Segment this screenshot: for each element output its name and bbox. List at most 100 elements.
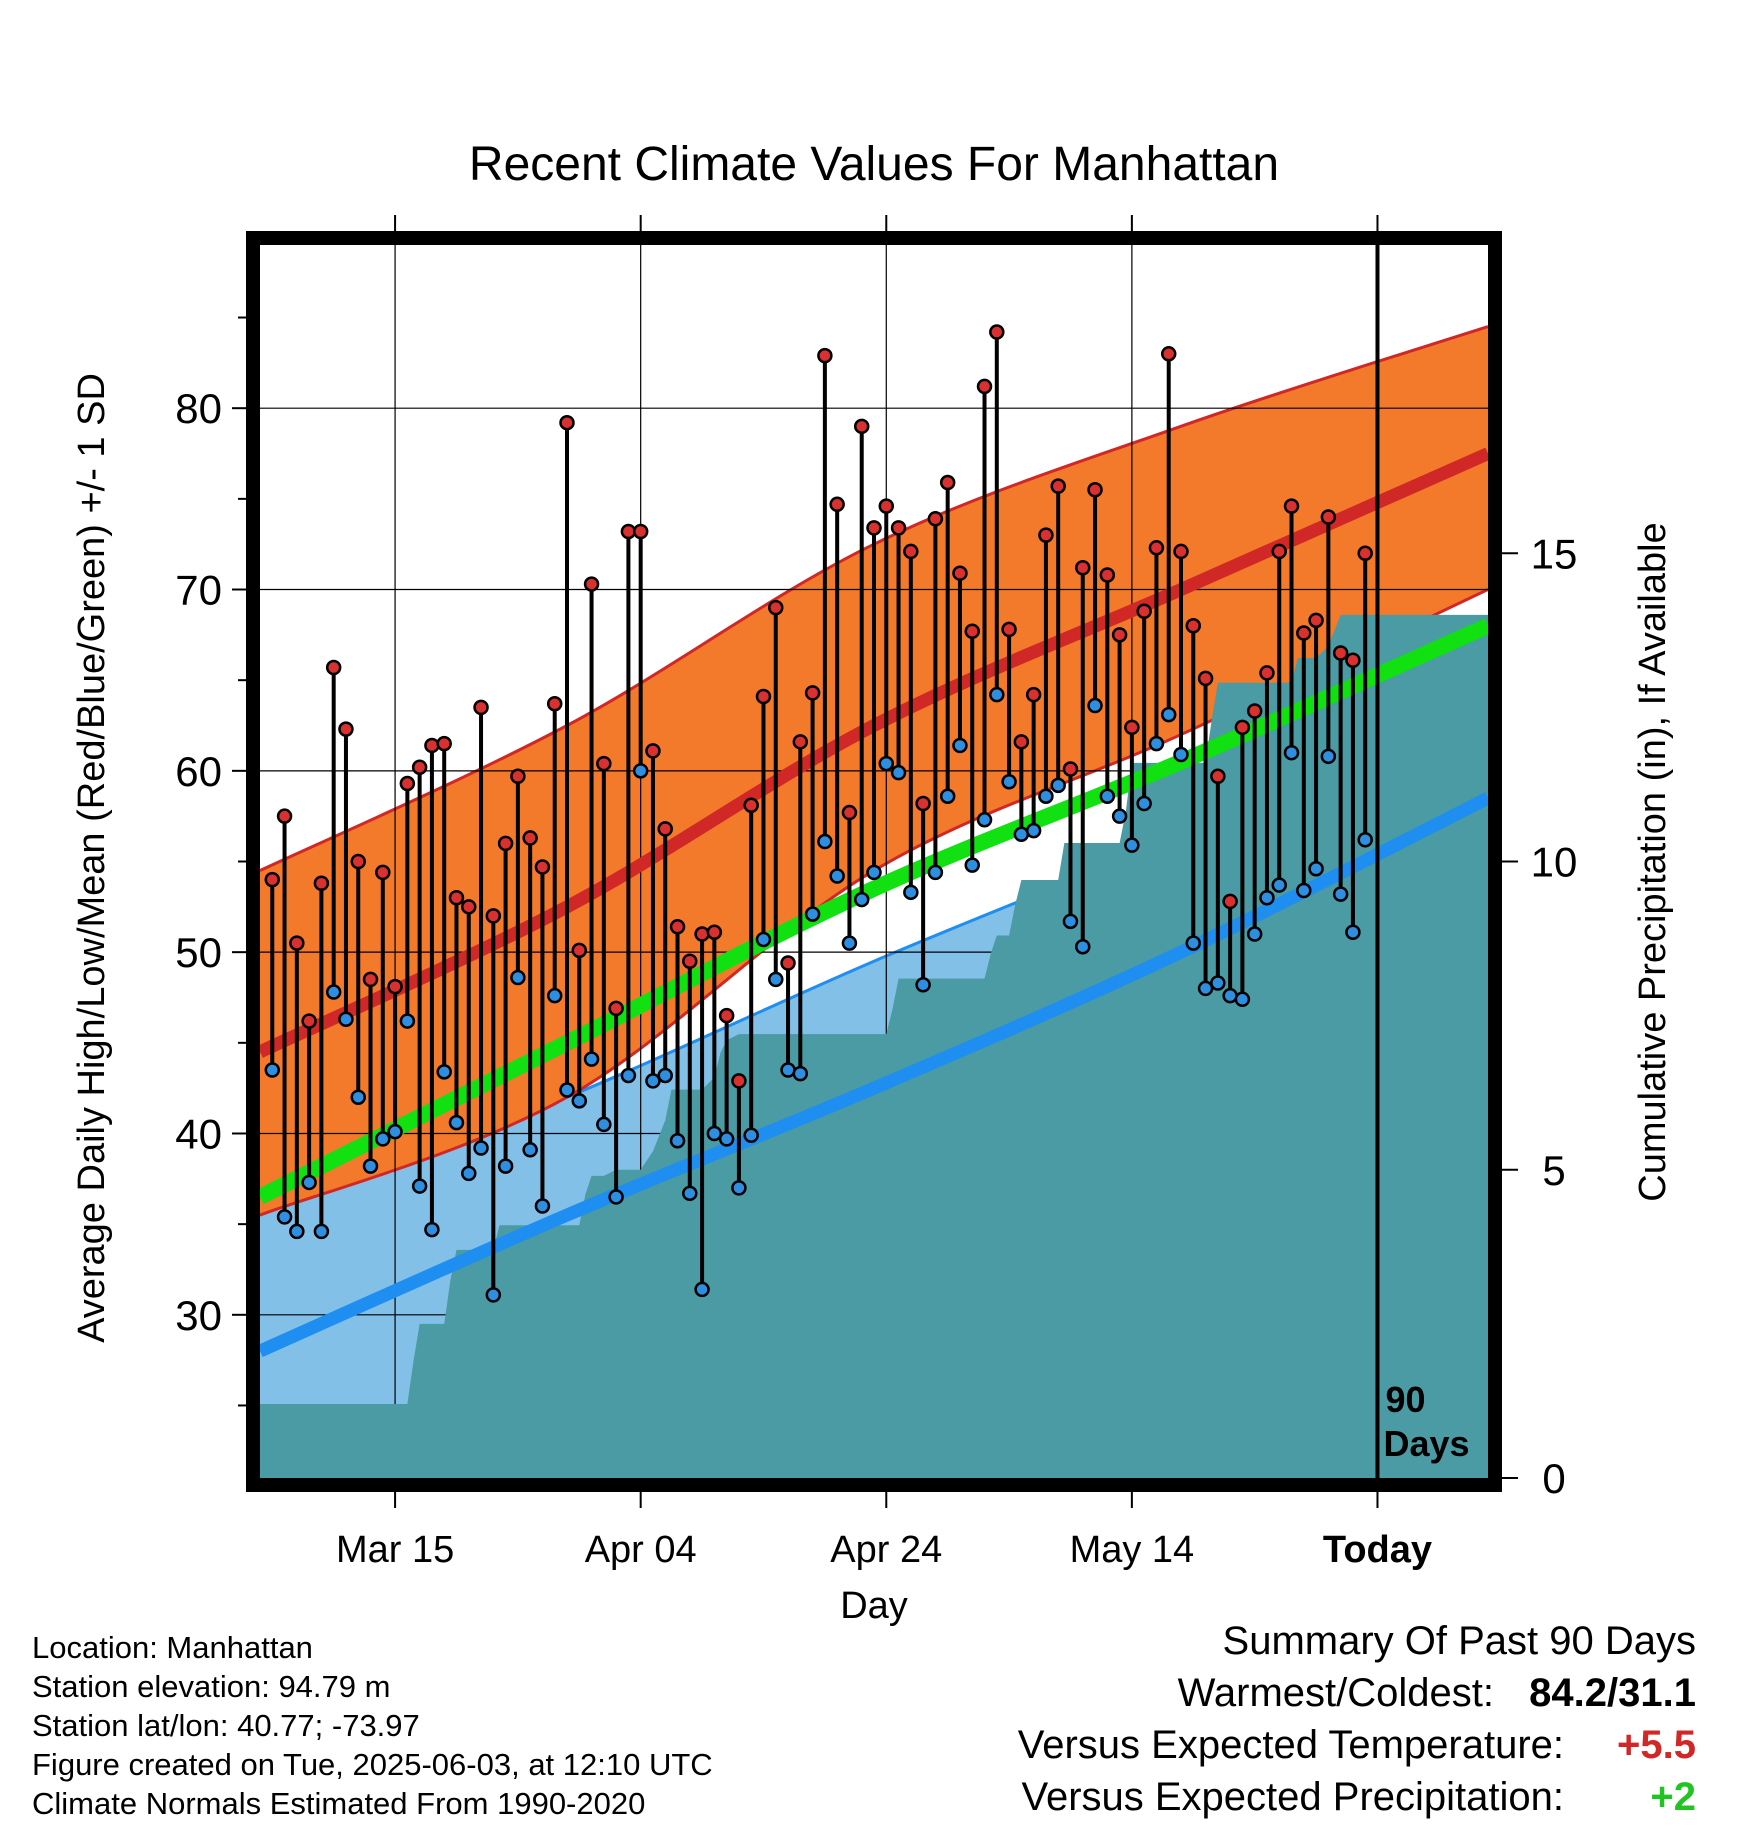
daily-low-point [325,984,342,1000]
y-axis-label-right: Cumulative Precipitation (in), If Availa… [1632,522,1674,1201]
daily-low-point [350,1089,366,1105]
daily-high-point [1160,346,1177,362]
daily-low-point [1062,913,1079,930]
daily-high-point [608,1000,624,1017]
summary-panel: Summary Of Past 90 Days Warmest/Coldest:… [1018,1615,1696,1823]
daily-low-point [829,868,845,884]
warmest-coldest-value: 84.2/31.1 [1529,1671,1696,1715]
daily-low-point [1038,788,1054,804]
daily-high-point [731,1073,747,1089]
daily-low-point [1001,773,1017,790]
daily-low-point [1099,788,1116,804]
summary-warmest-coldest: Warmest/Coldest: 84.2/31.1 [1018,1667,1696,1719]
daily-high-point [1038,527,1054,543]
daily-high-point [989,324,1005,340]
daily-high-point [1075,560,1091,576]
daily-high-point [264,871,281,888]
daily-low-point [989,686,1005,703]
daily-low-point [755,931,772,948]
daily-low-point [1296,882,1312,899]
daily-low-point [841,935,858,951]
daily-low-point [1185,935,1202,951]
summary-precipitation: Versus Expected Precipitation: +2 [1018,1771,1696,1823]
daily-high-point [461,899,477,915]
daily-low-point [583,1051,600,1067]
daily-low-point [1259,890,1275,906]
warmest-coldest-label: Warmest/Coldest: [1177,1671,1494,1715]
daily-high-point [1148,540,1165,556]
normals-text: Climate Normals Estimated From 1990-2020 [32,1786,646,1821]
daily-low-point [632,763,649,779]
daily-low-point [1025,822,1042,839]
daily-high-point [768,599,784,616]
daily-low-point [1246,926,1263,942]
precip-fill [260,614,1488,1478]
daily-high-point [1087,482,1103,498]
daily-low-point [682,1185,698,1202]
daily-high-point [694,926,710,942]
daily-low-point [878,755,895,772]
daily-high-point [669,919,686,935]
daily-low-point [608,1189,624,1205]
station-info: Location: Manhattan Station elevation: 9… [32,1628,713,1823]
summary-heading-text: Summary Of Past 90 Days [1222,1619,1696,1663]
daily-high-point [276,808,293,824]
daily-high-point [436,735,452,752]
period-label: 90 [1385,1379,1425,1420]
daily-low-point [645,1073,661,1089]
daily-high-point [903,543,919,560]
precipitation-area [260,614,1488,1478]
daily-high-point [1283,498,1300,514]
daily-low-point [301,1174,317,1191]
daily-low-point [706,1125,723,1142]
x-tick-label: Mar 15 [336,1529,454,1571]
daily-low-point [964,857,980,873]
daily-high-point [1185,618,1202,634]
daily-low-point [1075,938,1091,955]
daily-high-point [313,875,330,892]
daily-low-point [853,891,870,908]
daily-low-point [338,1011,354,1028]
daily-low-point [497,1158,514,1174]
axes: 30 40 50 60 70 80 0 5 10 15 Mar 15 Apr 04 Apr 24 May … [175,215,1577,1571]
daily-high-point [473,699,489,716]
daily-low-point [1357,831,1373,848]
daily-dots [264,324,1373,1303]
daily-low-point [1111,808,1128,824]
daily-low-point [780,1062,796,1078]
daily-high-point [338,721,354,737]
daily-high-point [645,743,661,759]
daily-high-point [1296,625,1312,641]
daily-high-point [1271,543,1287,560]
x-axis-label: Day [840,1585,908,1627]
daily-low-point [1222,987,1238,1004]
daily-high-point [657,821,673,837]
daily-high-point [792,734,809,750]
daily-low-point [669,1132,686,1149]
y-tick-label: 40 [175,1110,222,1157]
daily-low-point [743,1127,759,1144]
y-tick-label: 60 [175,748,222,795]
plot-border [246,231,1502,1492]
daily-low-point [313,1223,330,1240]
daily-high-point [1111,627,1128,643]
daily-low-point [1050,777,1066,794]
daily-high-point [976,378,993,395]
daily-high-point [1259,665,1275,681]
daily-low-point [436,1064,452,1080]
daily-high-point [1136,603,1152,620]
daily-high-point [424,737,440,754]
daily-low-point [1136,795,1152,812]
climate-chart: Recent Climate Values For Manhattan 30 40… [71,138,1674,1627]
daily-high-point [706,924,723,940]
daily-high-point [375,864,391,881]
daily-high-point [780,955,796,971]
daily-high-point [829,496,845,513]
y-axis-label-left: Average Daily High/Low/Mean (Red/Blue/Gr… [71,373,113,1343]
daily-low-point [264,1062,281,1078]
daily-high-point [817,347,833,364]
daily-low-point [461,1165,477,1182]
daily-low-point [890,764,907,781]
daily-stems [270,332,1368,1295]
daily-high-point [1124,719,1140,736]
